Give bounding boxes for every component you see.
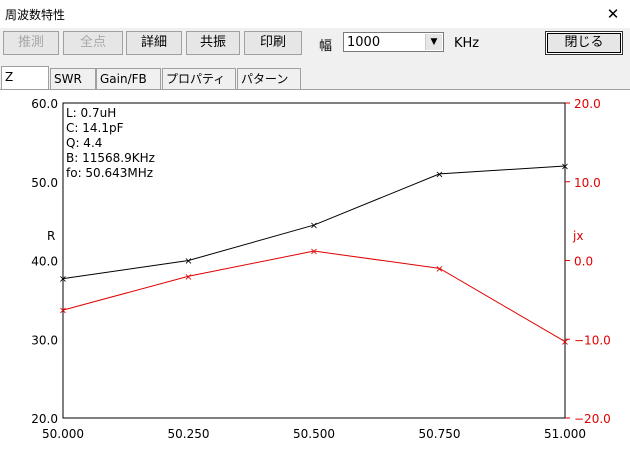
x-tick-label: 50.250 [168,427,210,441]
jx-series-line [62,250,566,343]
jx-point-marker: × [310,247,318,258]
chevron-down-icon[interactable]: ▼ [425,34,442,50]
close-button[interactable]: 閉じる [545,31,623,55]
jx-point-marker: × [59,306,67,317]
width-unit-label: KHz [454,36,480,51]
left-tick-label: 30.0 [31,333,58,347]
left-axis-label: R [47,229,55,243]
right-tick-label: 10.0 [574,176,601,190]
info-line: B: 11568.9KHz [66,151,155,165]
info-line: Q: 4.4 [66,136,102,150]
resonance-button[interactable]: 共振 [186,31,240,55]
width-dropdown-value: 1000 [347,35,381,50]
tab-z[interactable]: Z [1,66,49,90]
right-tick-label: −20.0 [574,412,611,426]
series-layer: × × × × × × × × × × [59,162,569,349]
r-point-marker: × [561,162,569,173]
info-line: L: 0.7uH [66,106,116,120]
title-bar [0,0,630,28]
all-points-button[interactable]: 全点 [63,31,123,55]
tab-divider [0,89,630,90]
jx-point-marker: × [435,264,443,275]
right-axis-ticks: 20.0 10.0 0.0 −10.0 −20.0 [565,97,611,426]
left-tick-label: 20.0 [31,412,58,426]
detail-button[interactable]: 詳細 [126,31,182,55]
x-tick-label: 51.000 [544,427,586,441]
estimate-button[interactable]: 推測 [3,31,59,55]
jx-point-marker: × [184,272,192,283]
info-line: fo: 50.643MHz [66,166,153,180]
width-label: 幅 [319,39,333,54]
r-point-marker: × [435,169,443,180]
left-tick-label: 40.0 [31,255,58,269]
r-point-marker: × [310,221,318,232]
r-point-marker: × [59,274,67,285]
tab-properties[interactable]: プロパティ [162,68,236,89]
left-tick-label: 50.0 [31,176,58,190]
right-tick-label: −10.0 [574,333,611,347]
tab-gain-fb[interactable]: Gain/FB [96,68,161,89]
right-tick-label: 20.0 [574,97,601,111]
tab-pattern[interactable]: パターン [237,68,301,89]
plot-area [62,102,566,419]
print-button[interactable]: 印刷 [244,31,302,55]
tab-swr[interactable]: SWR [50,68,96,89]
jx-point-marker: × [561,337,569,348]
x-tick-label: 50.500 [293,427,335,441]
window-close-button[interactable]: ✕ [606,5,620,23]
x-tick-label: 50.000 [42,427,84,441]
x-tick-label: 50.750 [419,427,461,441]
right-tick-label: 0.0 [574,255,593,269]
info-line: C: 14.1pF [66,121,124,135]
right-axis-label: jx [572,229,583,243]
r-point-marker: × [184,256,192,267]
width-dropdown[interactable]: 1000 ▼ [343,32,444,52]
left-axis-ticks: 60.0 50.0 40.0 30.0 20.0 [31,97,58,426]
r-series-line [62,165,566,280]
window-title: 周波数特性 [5,8,66,22]
left-tick-label: 60.0 [31,97,58,111]
x-axis-ticks: 50.000 50.250 50.500 50.750 51.000 [42,427,586,441]
